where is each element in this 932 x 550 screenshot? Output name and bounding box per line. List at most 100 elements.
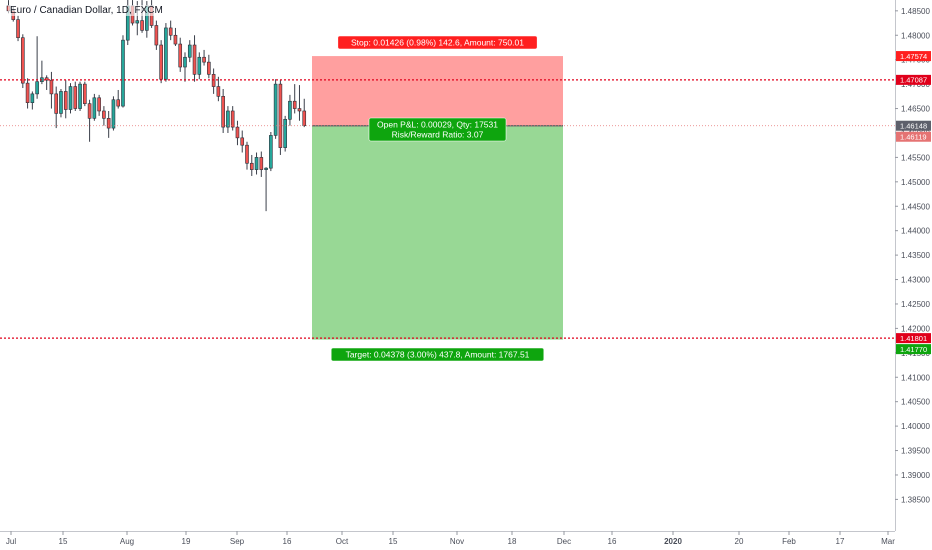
pnl-label-text: Risk/Reward Ratio: 3.07 xyxy=(392,130,484,140)
y-tick-label: 1.48500 xyxy=(901,7,930,16)
price-tag[interactable]: 1.41770 xyxy=(896,344,931,355)
price-axis[interactable]: 1.485001.480001.475001.470001.465001.460… xyxy=(895,0,932,550)
x-tick-label: 19 xyxy=(182,537,191,546)
candle-body xyxy=(283,118,287,148)
x-tick-label: 2020 xyxy=(664,537,682,546)
candle xyxy=(288,94,292,126)
candle-body xyxy=(21,37,25,84)
candle xyxy=(254,152,259,175)
candle xyxy=(35,36,39,99)
candle-body xyxy=(159,44,163,80)
candle-body xyxy=(192,44,197,75)
candle xyxy=(183,52,187,82)
stop-label-bg xyxy=(337,35,538,50)
candle xyxy=(44,75,49,90)
candle xyxy=(245,141,249,170)
candle-body xyxy=(111,99,116,129)
candle-body xyxy=(269,135,273,169)
y-tick-label: 1.42000 xyxy=(901,324,930,333)
candle xyxy=(197,52,202,80)
candle-body xyxy=(54,93,59,114)
x-tick-label: Sep xyxy=(230,537,245,546)
candle-body xyxy=(97,97,101,112)
price-tag-bg xyxy=(896,74,931,85)
candle-body xyxy=(92,97,97,119)
time-axis[interactable]: Jul 15 Aug 19 Sep 16 Oct 15 Nov 18 Dec 16 2020 20 Feb 1… xyxy=(0,531,895,546)
target-zone[interactable] xyxy=(312,125,563,340)
x-tick-label: 20 xyxy=(735,537,744,546)
candle xyxy=(283,115,287,152)
candle xyxy=(211,68,216,94)
x-tick-label: 17 xyxy=(836,537,845,546)
price-tag[interactable]: 1.47087 xyxy=(896,74,931,85)
candle xyxy=(154,20,159,50)
position-zones[interactable] xyxy=(312,56,563,340)
x-tick-label: Nov xyxy=(450,537,464,546)
candle-body xyxy=(168,27,173,36)
price-tag[interactable]: 1.46148 xyxy=(896,120,931,131)
candle xyxy=(111,96,116,131)
candle xyxy=(173,27,178,47)
y-tick-label: 1.45500 xyxy=(901,153,930,162)
price-tag-text: 1.47574 xyxy=(900,52,927,61)
candle-body xyxy=(197,56,202,75)
candle xyxy=(269,131,273,172)
price-tag-text: 1.41770 xyxy=(900,345,927,354)
candle xyxy=(121,35,125,108)
x-tick-label: Feb xyxy=(782,537,796,546)
candle-body xyxy=(154,25,159,46)
candle-body xyxy=(121,39,125,107)
y-tick-label: 1.43500 xyxy=(901,251,930,260)
candle-body xyxy=(116,99,121,107)
candle-body xyxy=(16,19,20,39)
candle xyxy=(249,154,254,176)
x-tick-label: Mar xyxy=(881,537,895,546)
candle xyxy=(273,79,278,139)
price-tag-bg xyxy=(896,333,931,344)
x-tick-label: Dec xyxy=(557,537,571,546)
candle-body xyxy=(173,34,178,45)
candle-body xyxy=(44,77,49,81)
candle-body xyxy=(164,27,168,80)
candle xyxy=(102,106,106,126)
candle-body xyxy=(49,79,54,95)
candle xyxy=(30,91,35,110)
y-tick-label: 1.45000 xyxy=(901,178,930,187)
price-tag-bg xyxy=(896,344,931,355)
x-tick-label: Jul xyxy=(6,537,16,546)
candle xyxy=(59,89,63,118)
y-tick-label: 1.39000 xyxy=(901,471,930,480)
candle-body xyxy=(30,93,35,103)
candle xyxy=(207,54,211,79)
y-tick-label: 1.48000 xyxy=(901,31,930,40)
candle xyxy=(159,40,163,84)
price-tag[interactable]: 1.47574 xyxy=(896,51,931,62)
y-tick-label: 1.42500 xyxy=(901,300,930,309)
candle xyxy=(49,71,54,109)
candle xyxy=(168,20,173,41)
candle-body xyxy=(135,20,140,24)
candle-body xyxy=(106,118,111,129)
candle-body xyxy=(259,157,264,170)
candle-body xyxy=(226,110,230,128)
candle-body xyxy=(297,108,302,112)
candle xyxy=(63,80,68,119)
candle-body xyxy=(68,86,73,110)
candle xyxy=(302,98,307,128)
price-tag[interactable]: 1.41801 xyxy=(896,333,931,344)
price-tag-text: 1.46119 xyxy=(900,133,927,142)
candle xyxy=(178,37,183,72)
target-label-text: Target: 0.04378 (3.00%) 437.8, Amount: 1… xyxy=(346,350,530,360)
candle-body xyxy=(187,44,192,58)
candle xyxy=(92,93,97,121)
price-tag[interactable]: 1.46119 xyxy=(896,131,931,142)
candle xyxy=(54,86,59,129)
candle-body xyxy=(249,162,254,170)
y-tick-label: 1.44000 xyxy=(901,227,930,236)
pnl-label-text: Open P&L: 0.00029, Qty: 17531 xyxy=(377,120,498,130)
y-tick-label: 1.46500 xyxy=(901,105,930,114)
candle xyxy=(259,151,264,177)
candle-body xyxy=(178,43,183,68)
stop-zone[interactable] xyxy=(312,56,563,126)
